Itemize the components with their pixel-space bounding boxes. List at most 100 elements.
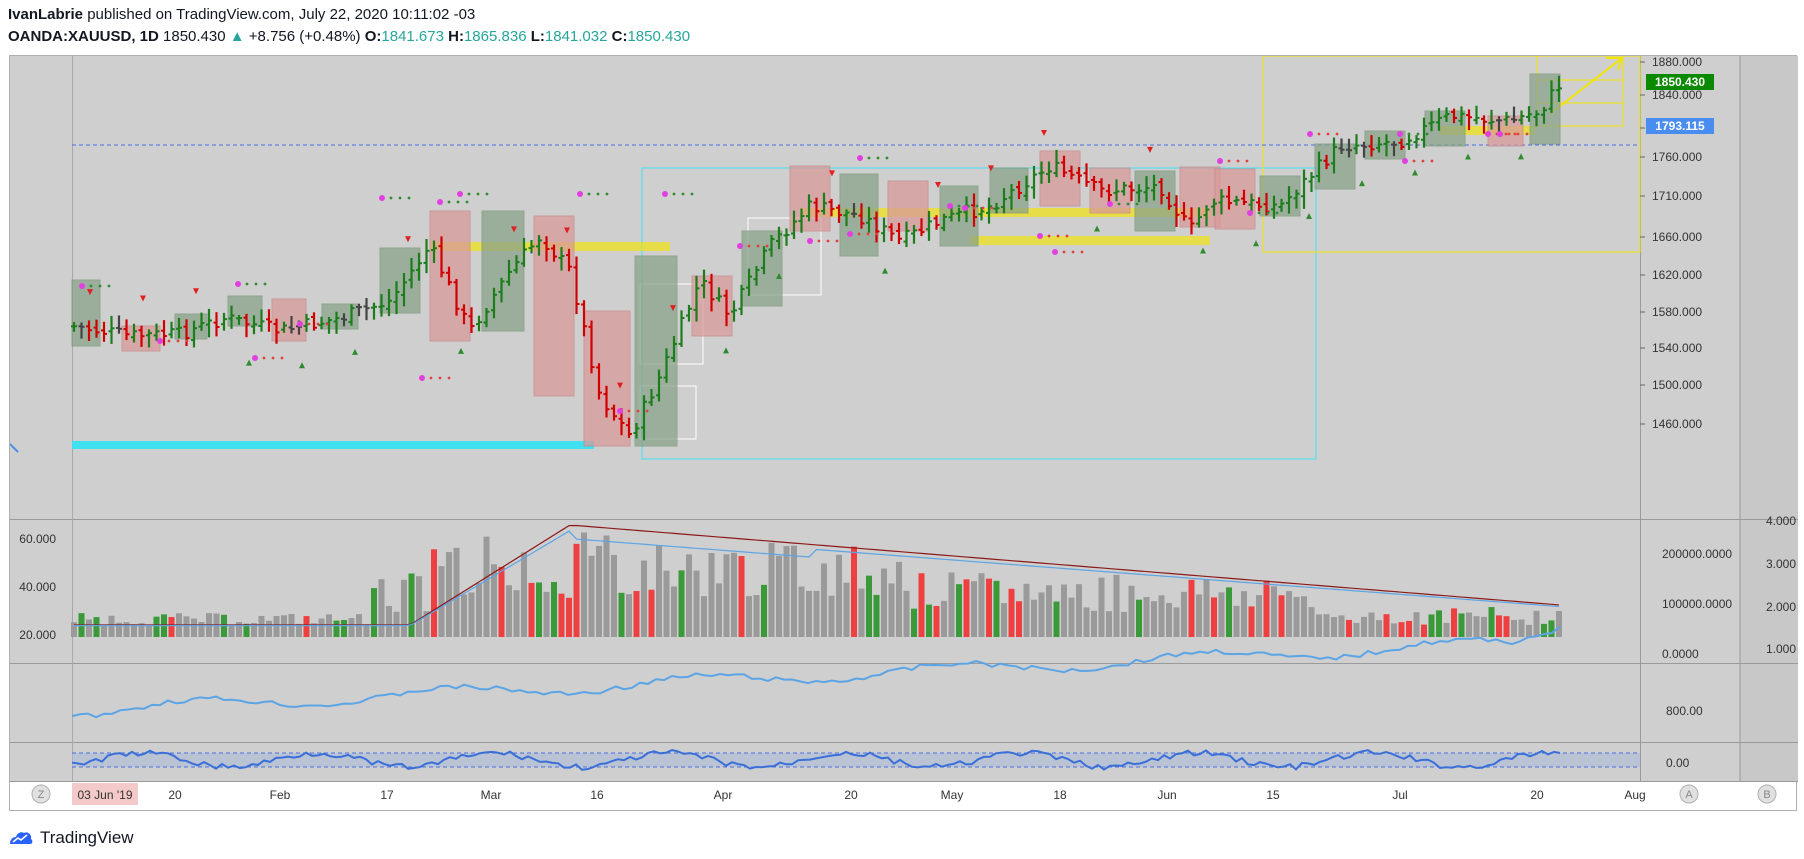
volume-bar: [1406, 620, 1412, 637]
price-bar: [1308, 172, 1315, 192]
price-bar: [213, 312, 220, 337]
volume-bar: [1248, 606, 1255, 637]
price-bar: [371, 302, 377, 320]
price-bar: [1346, 138, 1352, 158]
zoom-button[interactable]: [31, 784, 51, 804]
oscillator-line[interactable]: [71, 749, 1561, 771]
price-bar: [611, 404, 617, 421]
price-bar: [986, 197, 992, 224]
tradingview-brand[interactable]: TradingView: [40, 828, 134, 847]
volume-ma-blue-line[interactable]: [74, 530, 1560, 627]
volume-bar: [1316, 614, 1322, 637]
sell-triangle-icon: [405, 236, 411, 243]
price-bar: [671, 336, 677, 362]
price-bar: [281, 321, 287, 333]
bullish-box: [379, 247, 421, 314]
symbol-label[interactable]: OANDA:XAUUSD, 1D: [8, 28, 159, 45]
chart-canvas[interactable]: 1880.0001840.0001800.0001760.0001710.000…: [9, 55, 1798, 812]
price-bar: [903, 221, 910, 248]
price-bar: [866, 206, 872, 233]
price-bar: [798, 208, 805, 233]
price-bar: [1256, 197, 1262, 212]
volume-bar: [678, 570, 685, 637]
published-text: published on TradingView.com, July 22, 2…: [87, 6, 476, 23]
price-bar: [378, 294, 385, 317]
volume-bar: [731, 552, 737, 637]
tradingview-logo-icon[interactable]: [8, 830, 34, 846]
signal-dot: [1052, 249, 1058, 255]
price-bar: [918, 218, 925, 237]
price-bar: [1436, 108, 1442, 131]
yellow-zone-3[interactable]: [970, 236, 1210, 245]
volume-bar: [453, 547, 460, 637]
signal-dot: [79, 283, 85, 289]
volume-right-tick-3: 2.000: [1766, 600, 1796, 614]
signal-dot: [379, 195, 385, 201]
volume-bars[interactable]: [71, 532, 1562, 637]
signal-dot: [419, 375, 425, 381]
sell-triangle-icon: [617, 382, 623, 389]
cyan-support-band[interactable]: [72, 441, 594, 449]
price-bar: [1533, 110, 1540, 127]
buy-triangle-icon: [246, 359, 252, 366]
bullish-box: [481, 210, 525, 332]
price-bar: [858, 203, 865, 229]
price-bar: [806, 194, 812, 222]
price-bar: [1121, 181, 1127, 196]
signal-dot: [1217, 158, 1223, 164]
buy-triangle-icon: [299, 362, 305, 369]
yellow-trend-arrow[interactable]: [1549, 57, 1623, 115]
volume-bar: [903, 590, 910, 637]
volume-bar: [971, 581, 977, 637]
sell-triangle-icon: [1147, 146, 1153, 153]
auto-scale-button[interactable]: [1679, 784, 1699, 804]
volume-bar: [401, 579, 407, 637]
bullish-box: [227, 295, 263, 327]
volume-bar: [498, 566, 505, 637]
buy-triangle-icon: [1094, 225, 1100, 232]
price-bars[interactable]: [71, 75, 1562, 441]
price-bar: [416, 252, 422, 281]
volume-bar: [1113, 574, 1120, 637]
log-scale-button[interactable]: [1757, 784, 1777, 804]
price-bar: [716, 287, 722, 302]
auto-scale-button-label: A: [1685, 789, 1693, 801]
price-bar: [1316, 151, 1322, 183]
price-bar: [1278, 198, 1285, 212]
price-bar: [393, 281, 400, 315]
price-bar: [941, 213, 947, 232]
price-bar: [978, 207, 985, 221]
price-bar: [708, 273, 715, 312]
price-bar: [1548, 80, 1555, 113]
volume-bar: [1203, 579, 1210, 637]
volume-bar: [918, 573, 925, 637]
yellow-projection-box[interactable]: [1262, 55, 1641, 253]
volume-bar: [1338, 615, 1345, 637]
price-bar: [1203, 205, 1210, 227]
buy-triangle-icon: [1306, 213, 1312, 219]
price-bar: [1503, 111, 1510, 126]
price-bar: [843, 209, 850, 227]
chart-container[interactable]: 1880.0001840.0001800.0001760.0001710.000…: [9, 55, 1798, 812]
price-bar: [596, 363, 602, 400]
price-bar: [1406, 132, 1412, 150]
price-bar: [911, 224, 917, 244]
price-bar: [1061, 155, 1067, 178]
price-pane-bg[interactable]: [10, 56, 1640, 519]
right-scale-bg: [1740, 56, 1798, 781]
indicator-pane-bg[interactable]: [10, 664, 1640, 742]
price-bar: [318, 316, 325, 330]
volume-bar: [1308, 607, 1315, 637]
volume-bar: [566, 597, 572, 637]
price-bar: [483, 307, 490, 328]
time-axis-label: 15: [1266, 788, 1280, 802]
price-bar: [498, 277, 505, 303]
volume-bar: [746, 596, 752, 637]
volume-bar: [348, 618, 355, 637]
indicator-line[interactable]: [71, 625, 1561, 719]
author-name[interactable]: IvanLabrie: [8, 6, 84, 23]
price-bar: [836, 204, 842, 223]
price-bar: [731, 300, 737, 322]
time-axis[interactable]: 20 Feb 17 Mar 16 Apr 20 May 18 Jun 15 Jul 20 Aug: [168, 788, 1645, 802]
price-bar: [446, 266, 452, 286]
